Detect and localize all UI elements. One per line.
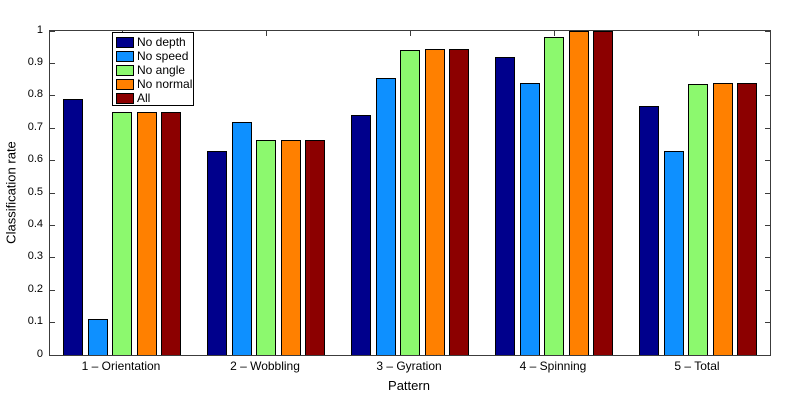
y-tick-left <box>50 224 55 226</box>
y-tick-left <box>50 289 55 291</box>
bar-no-angle-3 <box>400 50 420 355</box>
bar-all-3 <box>449 48 469 355</box>
x-tick-label: 2 – Wobbling <box>230 359 300 373</box>
y-tick-right <box>765 257 770 259</box>
x-tick-top <box>697 31 699 36</box>
x-tick-label: 1 – Orientation <box>81 359 161 373</box>
legend-label: No speed <box>137 49 189 63</box>
y-tick-label: 0.6 <box>27 153 43 166</box>
legend-label: All <box>137 91 151 105</box>
bar-no-normal-2 <box>280 139 301 355</box>
y-tick-left <box>50 257 55 259</box>
y-tick-right <box>765 322 770 324</box>
x-tick-top <box>553 31 555 36</box>
legend-item-no-normal: No normal <box>116 77 193 91</box>
bar-no-normal-5 <box>712 82 733 355</box>
bar-all-2 <box>305 139 325 355</box>
bars-layer <box>50 31 770 355</box>
legend-swatch-no-normal <box>116 78 134 90</box>
ticks-layer <box>50 30 770 356</box>
y-tick-right <box>765 127 770 129</box>
y-tick-left <box>50 95 55 97</box>
bar-no-depth-2 <box>207 150 227 355</box>
legend: No depth No speed No angle No normal All <box>112 32 194 106</box>
bar-no-speed-1 <box>87 319 108 355</box>
legend-item-no-angle: No angle <box>116 63 193 77</box>
y-tick-left <box>50 62 55 64</box>
bar-no-depth-3 <box>351 115 371 355</box>
bar-all-1 <box>161 112 181 355</box>
legend-label: No angle <box>137 63 186 77</box>
bar-no-normal-1 <box>136 112 157 355</box>
bar-all-4 <box>593 31 613 355</box>
bar-no-depth-4 <box>495 56 515 355</box>
y-tick-left <box>50 322 55 324</box>
bar-no-angle-2 <box>256 139 276 355</box>
legend-swatch-no-angle <box>116 64 134 76</box>
bar-all-5 <box>737 82 757 355</box>
legend-item-no-speed: No speed <box>116 49 193 63</box>
y-tick-right <box>765 95 770 97</box>
y-tick-left <box>50 354 55 356</box>
y-tick-label: 0.8 <box>27 88 43 101</box>
y-tick-right <box>765 289 770 291</box>
y-tick-left <box>50 192 55 194</box>
legend-label: No normal <box>137 77 193 91</box>
y-tick-label: 0.2 <box>27 282 43 295</box>
legend-swatch-no-speed <box>116 50 134 62</box>
y-tick-left <box>50 30 55 32</box>
y-tick-label: 0.1 <box>27 315 43 328</box>
legend-item-no-depth: No depth <box>116 35 193 49</box>
y-tick-right <box>765 30 770 32</box>
bar-no-speed-3 <box>375 77 396 355</box>
y-tick-label: 0.9 <box>27 55 43 68</box>
y-tick-right <box>765 354 770 356</box>
y-tick-label: 0.5 <box>27 185 43 198</box>
y-tick-right <box>765 62 770 64</box>
x-tick-label: 3 – Gyration <box>376 359 442 373</box>
bar-no-normal-3 <box>424 48 445 355</box>
legend-swatch-all <box>116 92 134 104</box>
y-tick-right <box>765 224 770 226</box>
legend-label: No depth <box>137 35 186 49</box>
bar-no-depth-1 <box>63 99 83 355</box>
y-tick-label: 0.7 <box>27 120 43 133</box>
x-tick-label: 4 – Spinning <box>519 359 587 373</box>
y-tick-label: 0.3 <box>27 250 43 263</box>
bar-no-angle-5 <box>688 84 708 355</box>
x-axis-label: Pattern <box>388 378 430 393</box>
y-tick-label: 0 <box>36 347 43 360</box>
y-tick-label: 1 <box>36 23 43 36</box>
legend-swatch-no-depth <box>116 36 134 48</box>
bar-no-speed-2 <box>231 121 252 355</box>
bar-no-depth-5 <box>639 105 659 355</box>
bar-no-angle-4 <box>544 37 564 355</box>
y-tick-left <box>50 127 55 129</box>
bar-no-normal-4 <box>568 31 589 355</box>
x-tick-top <box>265 31 267 36</box>
y-tick-left <box>50 160 55 162</box>
legend-item-all: All <box>116 91 193 105</box>
x-tick-label: 5 – Total <box>674 359 720 373</box>
bar-no-speed-4 <box>519 82 540 355</box>
bar-no-angle-1 <box>112 112 132 355</box>
bar-no-speed-5 <box>663 150 684 355</box>
x-tick-top <box>409 31 411 36</box>
y-tick-label: 0.4 <box>27 217 43 230</box>
y-tick-right <box>765 192 770 194</box>
y-tick-right <box>765 160 770 162</box>
plot-area <box>49 30 771 356</box>
